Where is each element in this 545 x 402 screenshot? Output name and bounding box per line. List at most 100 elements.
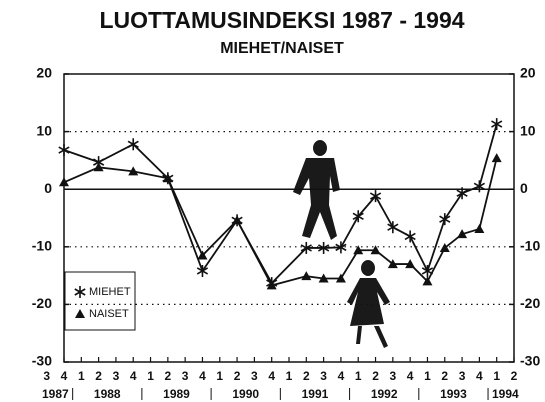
legend-label: NAISET xyxy=(89,308,129,320)
asterisk-marker xyxy=(74,286,86,298)
triangle-marker xyxy=(335,273,346,283)
asterisk-stroke xyxy=(300,244,312,252)
asterisk-stroke xyxy=(491,120,503,128)
y2-tick-label: -30 xyxy=(520,353,540,369)
y2-tick-label: -20 xyxy=(520,295,540,311)
triangle-marker xyxy=(75,309,85,318)
asterisk-marker xyxy=(196,264,209,277)
x-tick-label: 4 xyxy=(268,369,275,383)
triangle-marker xyxy=(59,177,69,187)
x-tick-label: 3 xyxy=(320,369,327,383)
x-tick-label: 3 xyxy=(459,369,466,383)
x-tick-label: 1 xyxy=(286,369,293,383)
x-tick-label: 3 xyxy=(182,369,189,383)
triangle-marker xyxy=(301,271,312,281)
asterisk-marker xyxy=(352,210,364,223)
asterisk-stroke xyxy=(439,215,451,223)
asterisk-marker xyxy=(318,241,330,254)
x-tick-label: 2 xyxy=(165,369,172,383)
x-tick-label: 4 xyxy=(407,369,414,383)
x-tick-label: 1 xyxy=(147,369,154,383)
y-tick-label: -30 xyxy=(32,353,52,369)
asterisk-marker xyxy=(127,138,139,151)
asterisk-stroke xyxy=(127,140,139,148)
asterisk-stroke xyxy=(318,244,330,252)
triangle-marker xyxy=(93,162,104,172)
triangle-marker xyxy=(405,259,416,269)
asterisk-stroke xyxy=(74,288,86,296)
x-tick-label: 1 xyxy=(355,369,362,383)
year-label: 1987 xyxy=(42,387,69,401)
asterisk-marker xyxy=(491,118,503,131)
asterisk-marker xyxy=(300,241,312,254)
x-tick-label: 2 xyxy=(303,369,310,383)
triangle-marker xyxy=(422,276,433,286)
asterisk-stroke xyxy=(196,267,209,275)
y-tick-label: 10 xyxy=(36,122,52,138)
x-tick-label: 1 xyxy=(216,369,223,383)
year-label: 1989 xyxy=(163,387,190,401)
x-tick-label: 2 xyxy=(441,369,448,383)
y2-tick-label: -10 xyxy=(520,238,540,254)
man-illustration xyxy=(293,140,340,240)
asterisk-marker xyxy=(473,180,485,193)
year-label: 1988 xyxy=(94,387,121,401)
chart-title: LUOTTAMUSINDEKSI 1987 - 1994 xyxy=(99,7,464,33)
x-tick-label: 1 xyxy=(78,369,85,383)
woman-illustration xyxy=(347,260,390,348)
asterisk-stroke xyxy=(387,223,399,231)
asterisk-marker xyxy=(387,221,399,234)
asterisk-stroke xyxy=(473,182,485,191)
triangle-marker xyxy=(370,245,381,255)
asterisk-marker xyxy=(404,230,416,243)
x-tick-label: 4 xyxy=(338,369,345,383)
legend-label: MIEHET xyxy=(89,286,131,298)
triangle-marker xyxy=(128,166,139,176)
asterisk-marker xyxy=(439,213,451,226)
triangle-marker xyxy=(318,273,329,283)
series-line xyxy=(63,123,498,285)
y-tick-label: -10 xyxy=(32,238,52,254)
year-label: 1992 xyxy=(371,387,398,401)
year-label: 1991 xyxy=(302,387,329,401)
triangle-marker xyxy=(439,242,450,252)
asterisk-stroke xyxy=(456,189,468,197)
x-tick-label: 2 xyxy=(511,369,518,383)
x-tick-label: 3 xyxy=(113,369,120,383)
asterisk-stroke xyxy=(352,212,364,220)
triangle-marker xyxy=(266,280,277,290)
legend-box xyxy=(64,271,136,331)
asterisk-marker xyxy=(335,241,347,254)
y-tick-label: -20 xyxy=(32,295,52,311)
year-label: 1994 xyxy=(492,387,519,401)
x-tick-label: 3 xyxy=(251,369,258,383)
year-label: 1993 xyxy=(440,387,467,401)
asterisk-stroke xyxy=(58,146,70,154)
x-tick-label: 2 xyxy=(95,369,102,383)
triangle-marker xyxy=(387,259,398,269)
triangle-marker xyxy=(232,215,243,225)
triangle-marker xyxy=(474,223,485,233)
triangle-marker xyxy=(353,245,364,255)
x-tick-label: 2 xyxy=(234,369,241,383)
triangle-marker xyxy=(457,229,468,239)
y2-tick-label: 10 xyxy=(520,122,536,138)
x-tick-label: 3 xyxy=(390,369,397,383)
asterisk-stroke xyxy=(93,158,105,166)
x-tick-label: 1 xyxy=(493,369,500,383)
asterisk-marker xyxy=(456,187,468,200)
asterisk-stroke xyxy=(404,232,416,241)
x-tick-label: 4 xyxy=(199,369,206,383)
asterisk-stroke xyxy=(369,192,382,200)
triangle-marker xyxy=(197,250,208,260)
y2-tick-label: 0 xyxy=(520,180,528,196)
asterisk-stroke xyxy=(335,243,347,252)
chart-subtitle: MIEHET/NAISET xyxy=(220,40,344,57)
x-tick-label: 4 xyxy=(61,369,68,383)
x-tick-label: 4 xyxy=(476,369,483,383)
y2-tick-label: 20 xyxy=(520,65,536,81)
x-tick-label: 2 xyxy=(372,369,379,383)
y-tick-label: 20 xyxy=(36,65,52,81)
